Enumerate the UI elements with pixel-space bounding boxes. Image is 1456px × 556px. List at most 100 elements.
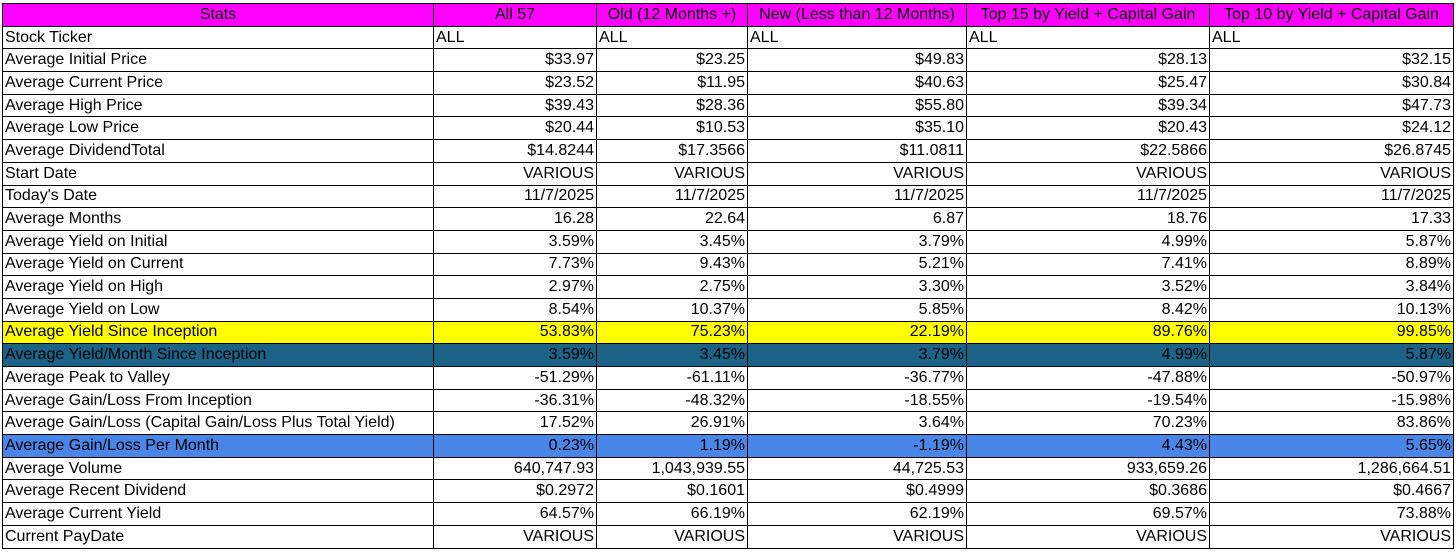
table-cell[interactable]: 18.76 <box>966 207 1210 231</box>
table-cell[interactable]: $28.36 <box>596 93 748 118</box>
table-cell[interactable]: VARIOUS <box>966 524 1210 549</box>
table-cell[interactable]: 1.19% <box>596 434 748 458</box>
table-cell[interactable]: $14.8244 <box>433 139 597 163</box>
table-cell[interactable]: 16.28 <box>433 207 597 231</box>
table-cell[interactable]: 83.86% <box>1209 411 1454 436</box>
table-cell[interactable]: $0.1601 <box>596 479 748 504</box>
row-label[interactable]: Today's Date <box>2 184 434 209</box>
table-cell[interactable]: 8.89% <box>1209 252 1454 277</box>
table-cell[interactable]: VARIOUS <box>1209 524 1454 549</box>
table-cell[interactable]: 53.83% <box>433 320 597 345</box>
table-cell[interactable]: 5.85% <box>747 297 967 322</box>
row-label[interactable]: Average Yield/Month Since Inception <box>2 343 434 367</box>
table-cell[interactable]: 73.88% <box>1209 502 1454 526</box>
table-cell[interactable]: $22.5866 <box>966 139 1210 163</box>
row-label[interactable]: Average Yield on High <box>2 275 434 299</box>
table-cell[interactable]: 2.75% <box>596 275 748 299</box>
table-cell[interactable]: $10.53 <box>596 116 748 141</box>
table-cell[interactable]: $20.43 <box>966 116 1210 141</box>
table-cell[interactable]: $25.47 <box>966 71 1210 95</box>
row-label[interactable]: Average Gain/Loss (Capital Gain/Loss Plu… <box>2 411 434 436</box>
table-cell[interactable]: 1,286,664.51 <box>1209 456 1454 481</box>
table-cell[interactable]: 70.23% <box>966 411 1210 436</box>
table-cell[interactable]: 3.64% <box>747 411 967 436</box>
row-label[interactable]: Average Gain/Loss From Inception <box>2 388 434 413</box>
row-label[interactable]: Average Yield on Low <box>2 297 434 322</box>
table-cell[interactable]: $0.3686 <box>966 479 1210 504</box>
table-cell[interactable]: 10.37% <box>596 297 748 322</box>
table-cell[interactable]: $49.83 <box>747 48 967 73</box>
table-cell[interactable]: 22.19% <box>747 320 967 345</box>
table-cell[interactable]: $11.95 <box>596 71 748 95</box>
table-cell[interactable]: 2.97% <box>433 275 597 299</box>
table-cell[interactable]: $24.12 <box>1209 116 1454 141</box>
table-cell[interactable]: VARIOUS <box>433 524 597 549</box>
table-cell[interactable]: 64.57% <box>433 502 597 526</box>
row-label[interactable]: Average Recent Dividend <box>2 479 434 504</box>
table-cell[interactable]: 44,725.53 <box>747 456 967 481</box>
column-header-all-57[interactable]: All 57 <box>433 3 597 27</box>
column-header-top-15[interactable]: Top 15 by Yield + Capital Gain <box>966 3 1210 27</box>
table-cell[interactable]: VARIOUS <box>596 524 748 549</box>
table-cell[interactable]: -18.55% <box>747 388 967 413</box>
table-cell[interactable]: -48.32% <box>596 388 748 413</box>
table-cell[interactable]: 640,747.93 <box>433 456 597 481</box>
table-cell[interactable]: ALL <box>966 25 1210 50</box>
table-cell[interactable]: $23.25 <box>596 48 748 73</box>
table-cell[interactable]: $0.2972 <box>433 479 597 504</box>
table-cell[interactable]: VARIOUS <box>433 161 597 186</box>
row-label[interactable]: Average Yield on Initial <box>2 229 434 254</box>
table-cell[interactable]: 3.79% <box>747 343 967 367</box>
table-cell[interactable]: -1.19% <box>747 434 967 458</box>
table-cell[interactable]: -47.88% <box>966 366 1210 390</box>
table-cell[interactable]: 26.91% <box>596 411 748 436</box>
row-label[interactable]: Average Yield on Current <box>2 252 434 277</box>
row-label[interactable]: Average Peak to Valley <box>2 366 434 390</box>
row-label[interactable]: Average Initial Price <box>2 48 434 73</box>
table-cell[interactable]: 89.76% <box>966 320 1210 345</box>
table-cell[interactable]: 3.45% <box>596 343 748 367</box>
table-cell[interactable]: 3.79% <box>747 229 967 254</box>
table-cell[interactable]: ALL <box>747 25 967 50</box>
table-cell[interactable]: 5.21% <box>747 252 967 277</box>
table-cell[interactable]: $47.73 <box>1209 93 1454 118</box>
row-label[interactable]: Average Yield Since Inception <box>2 320 434 345</box>
row-label[interactable]: Stock Ticker <box>2 25 434 50</box>
table-cell[interactable]: 8.54% <box>433 297 597 322</box>
table-cell[interactable]: ALL <box>1209 25 1454 50</box>
table-cell[interactable]: VARIOUS <box>596 161 748 186</box>
table-cell[interactable]: $26.8745 <box>1209 139 1454 163</box>
column-header-top-10[interactable]: Top 10 by Yield + Capital Gain <box>1209 3 1454 27</box>
table-cell[interactable]: 11/7/2025 <box>596 184 748 209</box>
table-cell[interactable]: $30.84 <box>1209 71 1454 95</box>
table-cell[interactable]: VARIOUS <box>1209 161 1454 186</box>
table-cell[interactable]: $55.80 <box>747 93 967 118</box>
table-cell[interactable]: $32.15 <box>1209 48 1454 73</box>
table-cell[interactable]: 8.42% <box>966 297 1210 322</box>
column-header-new[interactable]: New (Less than 12 Months) <box>747 3 967 27</box>
table-cell[interactable]: 933,659.26 <box>966 456 1210 481</box>
table-cell[interactable]: $39.43 <box>433 93 597 118</box>
table-cell[interactable]: 9.43% <box>596 252 748 277</box>
table-cell[interactable]: -19.54% <box>966 388 1210 413</box>
table-cell[interactable]: 5.87% <box>1209 229 1454 254</box>
table-cell[interactable]: 4.43% <box>966 434 1210 458</box>
row-label[interactable]: Current PayDate <box>2 524 434 549</box>
row-label[interactable]: Average DividendTotal <box>2 139 434 163</box>
table-cell[interactable]: 4.99% <box>966 229 1210 254</box>
row-label[interactable]: Average Current Price <box>2 71 434 95</box>
table-cell[interactable]: 3.52% <box>966 275 1210 299</box>
table-cell[interactable]: 7.41% <box>966 252 1210 277</box>
table-cell[interactable]: 17.52% <box>433 411 597 436</box>
table-cell[interactable]: -61.11% <box>596 366 748 390</box>
column-header-stats[interactable]: Stats <box>2 3 434 27</box>
row-label[interactable]: Average High Price <box>2 93 434 118</box>
row-label[interactable]: Average Current Yield <box>2 502 434 526</box>
table-cell[interactable]: $35.10 <box>747 116 967 141</box>
table-cell[interactable]: 10.13% <box>1209 297 1454 322</box>
table-cell[interactable]: 5.87% <box>1209 343 1454 367</box>
table-cell[interactable]: $17.3566 <box>596 139 748 163</box>
table-cell[interactable]: $33.97 <box>433 48 597 73</box>
table-cell[interactable]: VARIOUS <box>747 524 967 549</box>
table-cell[interactable]: 66.19% <box>596 502 748 526</box>
